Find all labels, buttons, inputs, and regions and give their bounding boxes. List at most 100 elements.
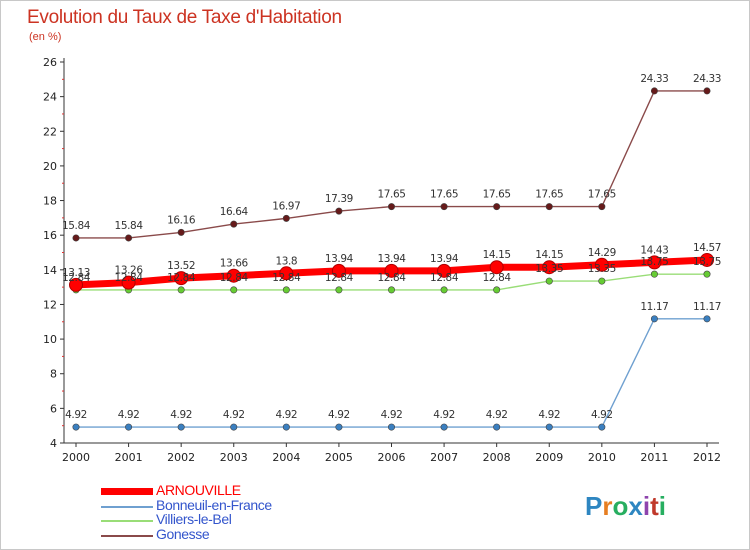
data-label-villiers-le-bel: 12.84 [325, 272, 354, 284]
data-label-bonneuil-en-france: 4.92 [275, 409, 297, 421]
data-label-arnouville: 14.15 [535, 249, 563, 261]
data-point-gonesse [177, 228, 185, 236]
data-point-villiers-le-bel [282, 286, 290, 294]
x-tick-label: 2010 [588, 451, 616, 464]
data-label-gonesse: 16.64 [220, 206, 249, 218]
data-label-villiers-le-bel: 13.75 [640, 256, 668, 268]
data-point-gonesse [125, 234, 133, 242]
data-label-villiers-le-bel: 12.84 [272, 272, 301, 284]
data-label-bonneuil-en-france: 11.17 [640, 301, 668, 313]
data-label-bonneuil-en-france: 4.92 [328, 409, 350, 421]
data-label-bonneuil-en-france: 4.92 [118, 409, 140, 421]
data-point-bonneuil-en-france [493, 423, 501, 431]
data-point-gonesse [335, 207, 343, 215]
logo-letter: i [642, 491, 651, 521]
data-point-bonneuil-en-france [125, 423, 133, 431]
data-label-arnouville: 13.52 [167, 260, 195, 272]
data-point-gonesse [230, 220, 238, 228]
data-label-gonesse: 17.65 [483, 189, 511, 201]
legend-label-arnouville: ARNOUVILLE [156, 482, 241, 498]
x-tick-label: 2012 [693, 451, 721, 464]
data-label-gonesse: 15.84 [115, 220, 144, 232]
data-label-villiers-le-bel: 12.84 [430, 272, 459, 284]
data-point-villiers-le-bel [230, 286, 238, 294]
y-tick-label: 6 [50, 402, 57, 415]
data-point-arnouville [226, 268, 241, 283]
logo-letter: r [602, 491, 613, 521]
data-point-villiers-le-bel [598, 277, 606, 285]
x-tick-label: 2011 [640, 451, 668, 464]
legend-label-villiers-le-bel: Villiers-le-Bel [156, 511, 232, 527]
y-tick-label: 8 [50, 368, 57, 381]
data-point-arnouville [594, 257, 609, 272]
data-point-arnouville [279, 266, 294, 281]
data-label-villiers-le-bel: 12.84 [483, 272, 512, 284]
data-label-gonesse: 24.33 [640, 73, 668, 85]
x-tick-label: 2002 [167, 451, 195, 464]
data-label-villiers-le-bel: 12.84 [62, 272, 91, 284]
data-label-arnouville: 14.43 [640, 244, 668, 256]
data-label-villiers-le-bel: 12.84 [167, 272, 196, 284]
legend-swatch-villiers-le-bel [101, 520, 153, 522]
data-label-bonneuil-en-france: 4.92 [170, 409, 192, 421]
data-label-gonesse: 24.33 [693, 73, 721, 85]
data-point-arnouville [437, 263, 452, 278]
data-label-arnouville: 13.13 [62, 267, 90, 279]
logo-letter: i [658, 491, 666, 521]
data-point-gonesse [282, 214, 290, 222]
logo-letter: o [612, 491, 629, 521]
y-tick-label: 24 [43, 91, 57, 104]
y-tick-label: 22 [43, 125, 57, 138]
data-point-villiers-le-bel [650, 270, 658, 278]
x-tick-label: 2006 [378, 451, 406, 464]
y-tick-label: 26 [43, 56, 57, 69]
data-label-gonesse: 16.16 [167, 214, 196, 226]
data-label-villiers-le-bel: 12.84 [377, 272, 406, 284]
data-label-arnouville: 13.94 [430, 253, 459, 265]
y-tick-label: 14 [43, 264, 57, 277]
data-point-gonesse [440, 203, 448, 211]
data-point-bonneuil-en-france [387, 423, 395, 431]
data-point-gonesse [387, 203, 395, 211]
data-label-villiers-le-bel: 13.75 [693, 256, 721, 268]
data-point-villiers-le-bel [335, 286, 343, 294]
data-point-villiers-le-bel [177, 286, 185, 294]
data-label-villiers-le-bel: 13.35 [588, 263, 616, 275]
legend-swatch-bonneuil-en-france [101, 505, 153, 508]
line-chart: 4 6 8 10 12 14 16 18 20 22 24 26 2000 2001 2002 2003 200… [43, 56, 721, 464]
proxiti-logo: Proxiti [585, 491, 666, 522]
data-label-arnouville: 13.94 [377, 253, 406, 265]
data-label-gonesse: 17.65 [430, 189, 458, 201]
x-tick-label: 2001 [115, 451, 143, 464]
chart-title: Evolution du Taux de Taxe d'Habitation [27, 7, 342, 28]
y-tick-label: 16 [43, 229, 57, 242]
x-tick-label: 2003 [220, 451, 248, 464]
data-point-bonneuil-en-france [650, 315, 658, 323]
data-point-gonesse [545, 203, 553, 211]
data-label-bonneuil-en-france: 4.92 [591, 409, 613, 421]
data-point-gonesse [703, 87, 711, 95]
y-tick-label: 12 [43, 298, 57, 311]
data-point-villiers-le-bel [493, 286, 501, 294]
data-label-arnouville: 13.8 [275, 255, 297, 267]
data-label-arnouville: 14.15 [483, 249, 511, 261]
data-label-bonneuil-en-france: 4.92 [223, 409, 245, 421]
data-point-gonesse [598, 203, 606, 211]
data-point-arnouville [331, 263, 346, 278]
data-label-arnouville: 13.66 [220, 258, 249, 270]
y-tick-label: 4 [50, 437, 57, 450]
data-point-bonneuil-en-france [177, 423, 185, 431]
data-point-bonneuil-en-france [545, 423, 553, 431]
data-label-villiers-le-bel: 12.84 [220, 272, 249, 284]
data-point-arnouville [647, 255, 662, 270]
data-label-arnouville: 13.26 [115, 265, 144, 277]
data-point-gonesse [650, 87, 658, 95]
data-label-bonneuil-en-france: 4.92 [486, 409, 508, 421]
data-point-arnouville [174, 271, 189, 286]
data-point-villiers-le-bel [545, 277, 553, 285]
data-label-bonneuil-en-france: 4.92 [65, 409, 87, 421]
data-label-bonneuil-en-france: 4.92 [381, 409, 403, 421]
data-point-villiers-le-bel [387, 286, 395, 294]
x-tick-label: 2007 [430, 451, 458, 464]
